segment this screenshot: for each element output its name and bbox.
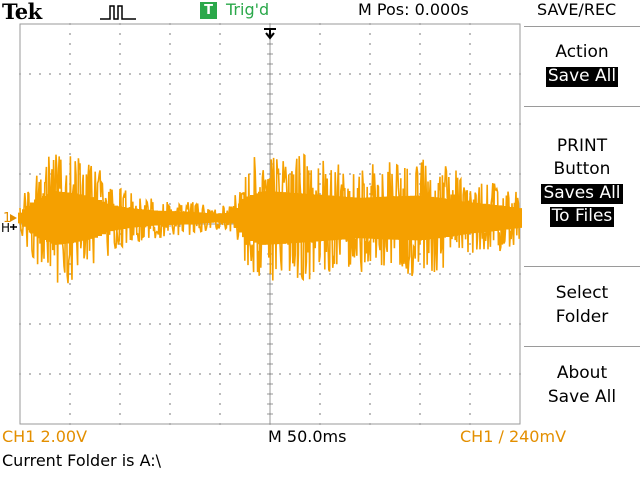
timebase-readout: M 50.0ms xyxy=(268,427,347,446)
menu-print-button-option[interactable]: PRINT Button Saves All To Files xyxy=(524,106,640,267)
trigger-level-arrow-icon xyxy=(10,224,17,230)
menu-print-value-line2: To Files xyxy=(549,206,615,227)
side-menu: Action Save All PRINT Button Saves All T… xyxy=(524,26,640,424)
menu-print-line1: PRINT xyxy=(556,136,608,156)
trigger-readout: CH1 ∕ 240mV xyxy=(460,427,567,446)
ch1-waveform-trace xyxy=(18,153,522,284)
menu-select-folder-line1: Select xyxy=(555,283,609,303)
menu-action-button[interactable]: Action Save All xyxy=(524,26,640,107)
menu-select-folder-line2: Folder xyxy=(555,307,609,327)
ch1-scale-readout: CH1 2.00V xyxy=(2,427,88,446)
menu-select-folder-button[interactable]: Select Folder xyxy=(524,266,640,347)
ch1-waveform-body xyxy=(18,191,522,245)
menu-print-line2: Button xyxy=(553,159,611,179)
trigger-level-marker: H xyxy=(1,221,10,235)
horizontal-position-readout: M Pos: 0.000s xyxy=(358,0,469,19)
menu-title: SAVE/REC xyxy=(537,0,617,19)
ch1-marker-arrow-icon xyxy=(10,214,17,222)
run-pulse-icon xyxy=(100,5,136,20)
status-message: Current Folder is A:\ xyxy=(2,451,162,470)
brand-logo: Tek xyxy=(2,0,42,24)
menu-about-line2: Save All xyxy=(547,387,617,407)
menu-action-label: Action xyxy=(555,42,609,62)
menu-print-value-line1: Saves All xyxy=(541,183,623,204)
trigger-status: Trig'd xyxy=(226,0,270,19)
menu-about-line1: About xyxy=(556,363,608,383)
ch1-ground-marker: 1 xyxy=(3,211,11,226)
trigger-badge: T xyxy=(200,2,217,19)
menu-action-value: Save All xyxy=(545,66,619,87)
menu-about-button[interactable]: About Save All xyxy=(524,346,640,425)
trigger-position-arrow-icon xyxy=(264,28,276,40)
